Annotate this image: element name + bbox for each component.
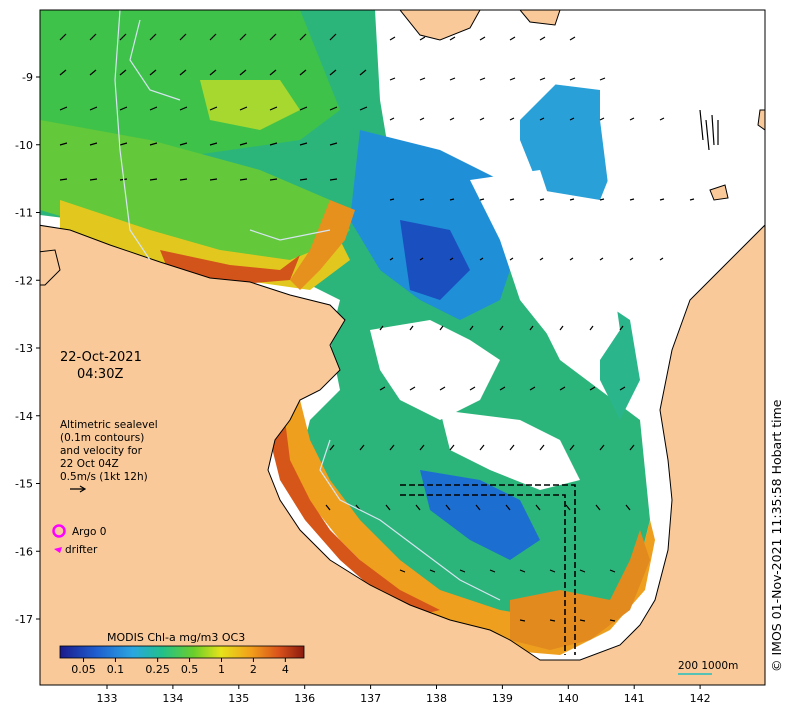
depth-scale-label: 200 1000m: [678, 660, 738, 672]
colorbar-title: MODIS Chl-a mg/m3 OC3: [107, 631, 245, 644]
lat-tick-label: -14: [15, 410, 33, 423]
lon-tick-label: 137: [360, 692, 381, 705]
map-date: 22-Oct-2021: [60, 350, 142, 365]
colorbar-tick-label: 1: [218, 663, 225, 676]
lon-tick-label: 135: [228, 692, 249, 705]
lon-tick-label: 141: [624, 692, 645, 705]
altimetry-line: Altimetric sealevel: [60, 419, 158, 431]
lat-tick-label: -13: [15, 342, 33, 355]
latitude-axis: -9 -10 -11 -12 -13 -14 -15 -16 -17: [15, 71, 40, 626]
colorbar-tick-label: 2: [250, 663, 257, 676]
map-time: 04:30Z: [77, 367, 123, 382]
lon-tick-label: 133: [97, 692, 118, 705]
colorbar-tick-label: 0.05: [71, 663, 96, 676]
box-outline: [400, 484, 576, 655]
colorbar-tick-label: 0.5: [181, 663, 199, 676]
lat-tick-label: -16: [15, 545, 33, 558]
lon-tick-label: 138: [426, 692, 447, 705]
lon-tick-label: 136: [294, 692, 315, 705]
colorbar-tick-label: 4: [282, 663, 289, 676]
lat-tick-label: -10: [15, 139, 33, 152]
altimetry-line: (0.1m contours): [60, 432, 144, 444]
lat-tick-label: -12: [15, 274, 33, 287]
drifter-label: drifter: [65, 544, 98, 556]
lon-tick-label: 139: [492, 692, 513, 705]
imos-credit: © IMOS 01-Nov-2021 11:35:58 Hobart time: [769, 399, 784, 672]
lon-tick-label: 140: [558, 692, 579, 705]
lat-tick-label: -17: [15, 613, 33, 626]
altimetry-legend: Altimetric sealevel (0.1m contours) and …: [60, 419, 158, 493]
lat-tick-label: -11: [15, 207, 33, 220]
scale-arrow-icon: [70, 485, 87, 493]
chlorophyll-field: [40, 10, 655, 655]
argo-marker-icon: [52, 524, 66, 538]
altimetry-line: 0.5m/s (1kt 12h): [60, 471, 148, 483]
altimetry-line: 22 Oct 04Z: [60, 458, 119, 470]
sealevel-contours: [114, 10, 501, 601]
lat-tick-label: -9: [22, 71, 33, 84]
longitude-axis: 133 134 135 136 137 138 139 140 141 142: [97, 685, 711, 705]
colorbar-ticks: 0.05 0.1 0.25 0.5 1 2 4: [71, 658, 289, 676]
land: [40, 10, 765, 685]
lon-tick-label: 142: [690, 692, 711, 705]
drifter-marker-icon: [54, 547, 62, 553]
velocity-arrows: [59, 33, 719, 622]
lon-tick-label: 134: [162, 692, 183, 705]
colorbar: [59, 645, 305, 659]
colorbar-tick-label: 0.1: [107, 663, 125, 676]
argo-label: Argo 0: [72, 526, 106, 538]
lat-tick-label: -15: [15, 478, 33, 491]
map-panel: [40, 10, 765, 685]
colorbar-tick-label: 0.25: [145, 663, 170, 676]
altimetry-line: and velocity for: [60, 445, 143, 457]
